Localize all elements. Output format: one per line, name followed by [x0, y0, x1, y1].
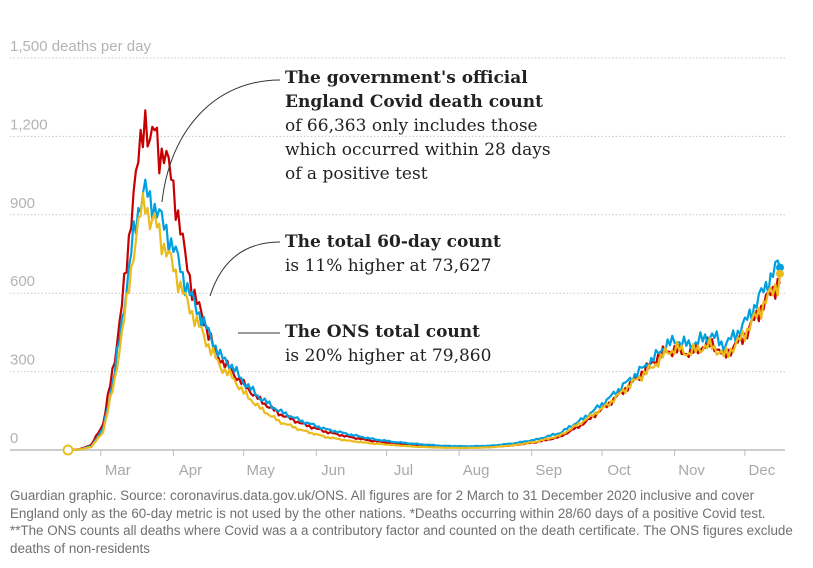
x-tick-label-may: May: [246, 462, 275, 479]
annotation-ons-count: The ONS total count is 20% higher at 79,…: [285, 320, 545, 368]
y-tick-label-300: 300: [10, 352, 35, 369]
source-footnote: Guardian graphic. Source: coronavirus.da…: [10, 488, 793, 556]
x-tick-label-dec: Dec: [749, 462, 776, 479]
annotation-ons-heading: The ONS total count: [285, 322, 480, 342]
chart: 0 300 600 900 1,200 1,500 deaths per day Mar A…: [10, 38, 785, 479]
series-end-dot-60-day: [776, 263, 784, 272]
annotation-ons-body: is 20% higher at 79,860: [285, 346, 492, 366]
x-tick-label-oct: Oct: [607, 462, 631, 479]
x-tick-label-nov: Nov: [678, 462, 705, 479]
x-tick-label-jun: Jun: [321, 462, 345, 479]
series-end-dot-government: [776, 269, 784, 278]
annotation-government-count: The government's official England Covid …: [285, 66, 555, 186]
x-tick-label-jul: Jul: [394, 462, 413, 479]
annotation-60-day-heading: The total 60-day count: [285, 232, 501, 252]
series-lines: [67, 109, 782, 452]
leader-government: [161, 79, 281, 203]
series-line-government: [67, 192, 782, 452]
annotation-60-day-body: is 11% higher at 73,627: [285, 256, 492, 276]
x-tick-label-aug: Aug: [463, 462, 490, 479]
y-axis: 0 300 600 900 1,200 1,500 deaths per day: [10, 38, 151, 447]
annotation-government-body: of 66,363 only includes those which occu…: [285, 116, 551, 184]
y-tick-label-0: 0: [10, 430, 18, 447]
x-axis: Mar Apr May Jun Jul Aug Sep Oct Nov Dec: [100, 450, 776, 479]
y-tick-label-1200: 1,200: [10, 116, 48, 133]
y-tick-label-600: 600: [10, 273, 35, 290]
x-tick-label-mar: Mar: [105, 462, 131, 479]
leader-60-day: [209, 241, 281, 297]
x-tick-label-sep: Sep: [535, 462, 562, 479]
annotation-government-heading: The government's official England Covid …: [285, 68, 543, 112]
annotation-leaders: [161, 79, 281, 334]
y-tick-label-1500: 1,500 deaths per day: [10, 38, 151, 55]
series-start-marker: [62, 444, 74, 456]
series-end-markers: [62, 263, 784, 456]
gridlines: [10, 57, 785, 451]
annotation-60-day-count: The total 60-day count is 11% higher at …: [285, 230, 545, 278]
y-tick-label-900: 900: [10, 195, 35, 212]
series-line-60-day: [67, 178, 782, 452]
x-tick-label-apr: Apr: [179, 462, 202, 479]
